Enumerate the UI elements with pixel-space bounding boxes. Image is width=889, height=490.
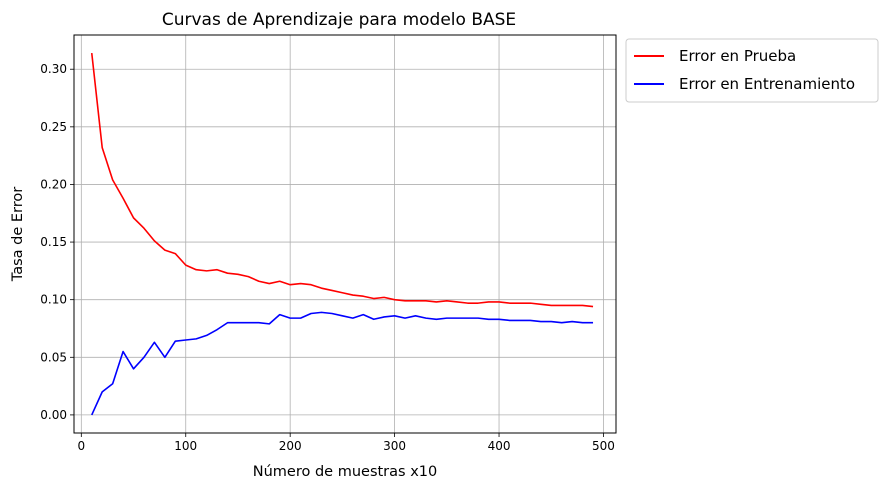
series-lines xyxy=(90,53,594,416)
x-tick-label: 300 xyxy=(383,439,406,453)
grid xyxy=(74,35,616,433)
x-tick-label: 500 xyxy=(592,439,615,453)
y-tick-label: 0.25 xyxy=(40,120,67,134)
legend-label-prueba: Error en Prueba xyxy=(679,47,796,65)
y-tick-label: 0.15 xyxy=(40,235,67,249)
y-tick-label: 0.05 xyxy=(40,350,67,364)
series-line-error-entrenamiento xyxy=(91,311,594,416)
y-axis-ticks: 0.00 0.05 0.10 0.15 0.20 0.25 0.30 xyxy=(40,62,74,422)
x-axis-ticks: 0 100 200 300 400 500 xyxy=(77,433,615,453)
legend-box xyxy=(625,38,879,103)
x-tick-label: 0 xyxy=(77,439,85,453)
legend-label-entrenamiento: Error en Entrenamiento xyxy=(679,75,855,93)
x-tick-label: 400 xyxy=(488,439,511,453)
y-tick-label: 0.00 xyxy=(40,408,67,422)
y-tick-label: 0.20 xyxy=(40,177,67,191)
plot-frame xyxy=(73,34,617,434)
x-tick-label: 200 xyxy=(279,439,302,453)
series-line-error-prueba xyxy=(90,53,594,308)
y-axis-label: Tasa de Error xyxy=(10,187,26,283)
x-tick-label: 100 xyxy=(174,439,197,453)
legend: Error en Prueba Error en Entrenamiento xyxy=(625,38,879,103)
y-tick-label: 0.30 xyxy=(40,62,67,76)
chart-title: Curvas de Aprendizaje para modelo BASE xyxy=(162,10,516,30)
y-tick-label: 0.10 xyxy=(40,293,67,307)
x-axis-label: Número de muestras x10 xyxy=(253,464,437,480)
